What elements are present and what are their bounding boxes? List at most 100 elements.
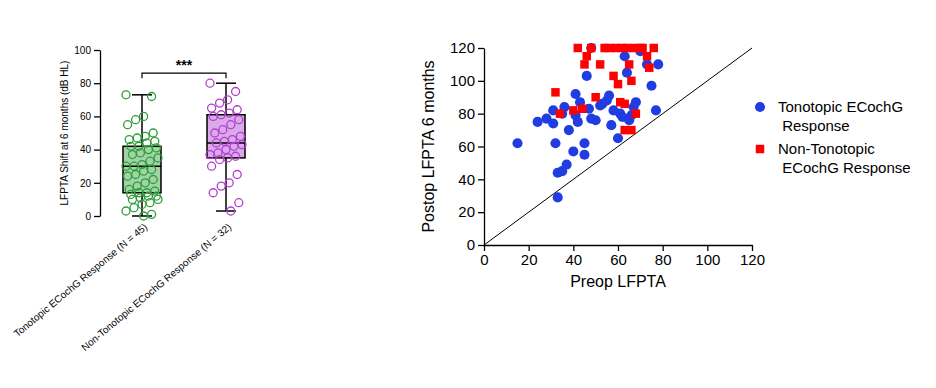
- box-body: [207, 115, 245, 158]
- legend-marker: [755, 102, 765, 112]
- point: [578, 104, 586, 112]
- category-label: Non-Tonotopic ECochG Response (N = 32): [79, 221, 233, 353]
- point: [653, 59, 663, 69]
- point: [136, 149, 144, 157]
- point: [625, 60, 633, 68]
- point: [580, 60, 588, 68]
- tick-label: 80: [80, 78, 92, 89]
- point: [125, 185, 133, 193]
- point: [613, 133, 623, 143]
- point: [620, 100, 628, 108]
- whisker-cap: [216, 210, 236, 212]
- point: [586, 43, 596, 53]
- point: [133, 134, 141, 142]
- tick-label: 100: [695, 251, 720, 268]
- point: [225, 109, 233, 117]
- point: [582, 52, 590, 60]
- legend-label: Non-Tonotopic ECochG Response: [778, 140, 911, 176]
- tick: 20: [80, 178, 100, 189]
- tick: 60: [610, 245, 627, 268]
- point: [606, 120, 616, 130]
- tick-label: 80: [458, 105, 475, 122]
- point: [140, 167, 148, 175]
- tick-label: 120: [450, 39, 475, 56]
- category-label: Tonotopic ECochG Response (N = 45): [12, 221, 150, 339]
- point: [216, 156, 224, 164]
- point: [562, 160, 572, 170]
- tick-label: 40: [80, 144, 92, 155]
- tick-mark: [478, 245, 484, 246]
- tick: 60: [458, 138, 484, 155]
- point: [227, 207, 235, 215]
- point: [591, 93, 599, 101]
- point: [146, 199, 154, 207]
- point: [140, 212, 148, 220]
- tick-mark: [478, 146, 484, 147]
- tick-label: 0: [467, 236, 475, 253]
- point: [614, 80, 622, 88]
- tick-mark: [94, 83, 100, 84]
- point: [224, 154, 232, 162]
- point: [232, 152, 240, 160]
- legend: Tonotopic ECochG Response Non-Tonotopic E…: [755, 98, 911, 176]
- point: [124, 121, 132, 129]
- point: [646, 81, 656, 91]
- tick-label: 0: [85, 211, 91, 222]
- point: [146, 157, 154, 165]
- tick-label: 40: [565, 251, 582, 268]
- point: [149, 129, 157, 137]
- point: [209, 112, 217, 120]
- tick: 0: [467, 236, 484, 253]
- point: [217, 111, 225, 119]
- point: [550, 138, 560, 148]
- point: [222, 146, 230, 154]
- point: [141, 179, 149, 187]
- tick-label: 20: [458, 203, 475, 220]
- point: [225, 179, 233, 187]
- axis: 020406080100120: [480, 245, 765, 268]
- point: [620, 126, 628, 134]
- point: [649, 44, 657, 52]
- tick-mark: [478, 48, 484, 49]
- point: [127, 190, 135, 198]
- legend-label: Tonotopic ECochG Response: [778, 98, 903, 134]
- tick-label: 120: [740, 251, 765, 268]
- tick-mark: [478, 212, 484, 213]
- point: [582, 71, 592, 81]
- point: [122, 162, 130, 170]
- point: [128, 151, 136, 159]
- significance-bracket: [142, 73, 226, 78]
- tick: 120: [450, 39, 484, 56]
- plot-area: [484, 43, 752, 245]
- tick: 20: [521, 245, 538, 268]
- axis-line: [484, 49, 485, 246]
- point: [556, 109, 564, 117]
- tick-mark: [94, 116, 100, 117]
- plot-area: [122, 79, 246, 220]
- point: [230, 142, 238, 150]
- point: [632, 109, 640, 117]
- point: [579, 150, 589, 160]
- point: [122, 91, 130, 99]
- axis-title: Postop LFPTA 6 months: [420, 60, 437, 232]
- tick-label: 60: [80, 111, 92, 122]
- point: [127, 142, 135, 150]
- point: [227, 121, 235, 129]
- point: [235, 199, 243, 207]
- point: [211, 129, 219, 137]
- axis: 0 20 40 60 80 100: [74, 45, 100, 222]
- point: [152, 144, 160, 152]
- point: [236, 132, 244, 140]
- point: [140, 112, 148, 120]
- axis-title: LFPTA Shift at 6 months (dB HL): [59, 61, 70, 206]
- point: [220, 137, 228, 145]
- point: [609, 72, 617, 80]
- point: [144, 146, 152, 154]
- point: [149, 175, 157, 183]
- tick: 100: [695, 245, 720, 268]
- tick: 100: [74, 45, 100, 56]
- tick-mark: [478, 179, 484, 180]
- point: [212, 139, 220, 147]
- tick: 80: [458, 105, 484, 122]
- point: [533, 117, 543, 127]
